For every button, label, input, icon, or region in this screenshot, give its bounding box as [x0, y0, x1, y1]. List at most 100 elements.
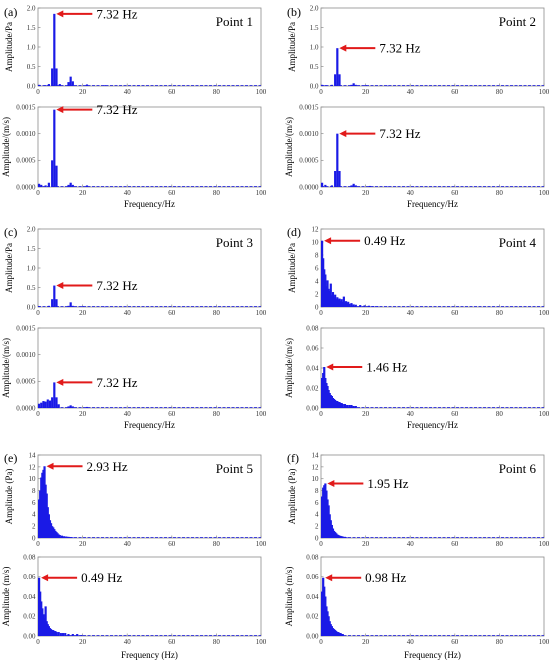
spectrum-bar	[343, 536, 347, 538]
spectrum-bar	[321, 182, 324, 187]
spectrum-bar	[61, 633, 65, 636]
spectrum-bar	[48, 400, 52, 408]
spectrum-bar	[51, 299, 54, 307]
x-tick-label: 20	[79, 540, 87, 548]
x-tick-label: 80	[496, 88, 504, 96]
spectrum-bar	[354, 304, 357, 307]
spectrum-bar	[69, 182, 72, 187]
x-axis-label: Frequency/Hz	[407, 420, 458, 430]
spectrum-bar	[339, 403, 342, 408]
spectrum-bar	[350, 84, 353, 86]
y-tick-label: 0.04	[306, 593, 319, 601]
spectrum-bar	[58, 84, 61, 86]
plot-frame	[320, 106, 545, 188]
x-tick-label: 0	[36, 88, 40, 96]
x-tick-label: 60	[451, 410, 459, 418]
y-tick-label: 0	[315, 303, 319, 311]
spectrum-bar	[347, 301, 350, 307]
y-tick-label: 0.0005	[16, 378, 36, 386]
x-tick-label: 80	[213, 638, 221, 646]
x-tick-label: 100	[539, 540, 550, 548]
y-axis-label: Amplitude/(m/s)	[284, 117, 294, 177]
y-tick-label: 0.02	[306, 613, 319, 621]
x-tick-label: 0	[319, 309, 323, 317]
plot-frame	[320, 556, 545, 637]
spectrum-bar	[350, 303, 353, 307]
spectrum-bar	[69, 76, 72, 86]
y-tick-label: 4	[315, 511, 319, 519]
spectrum-bar	[71, 305, 74, 307]
spectrum-bar	[55, 632, 58, 636]
x-tick-label: 80	[213, 189, 221, 197]
x-tick-label: 20	[362, 309, 370, 317]
y-tick-label: 2.0	[27, 225, 36, 233]
peak-annotation: 7.32 Hz	[96, 6, 137, 21]
y-tick-label: 6	[32, 499, 36, 507]
spectrum-bar	[76, 634, 79, 636]
x-tick-label: 0	[36, 189, 40, 197]
y-tick-label: 1.0	[27, 264, 36, 272]
spectrum-bar	[352, 304, 355, 307]
spectrum-bar	[53, 109, 56, 187]
x-tick-label: 100	[539, 309, 550, 317]
y-tick-label: 0.06	[23, 573, 36, 581]
spectrum-bar	[67, 634, 70, 636]
spectrum-bar	[71, 634, 74, 636]
y-tick-label: 10	[312, 238, 320, 246]
y-tick-label: 0.08	[306, 553, 319, 561]
spectrum-bar	[338, 402, 341, 408]
annotation-arrow-head	[339, 130, 347, 138]
x-tick-label: 40	[124, 189, 132, 197]
x-tick-label: 0	[319, 410, 323, 418]
spectrum-bar	[71, 184, 74, 187]
spectrum-bar	[364, 85, 367, 86]
y-tick-label: 12	[312, 225, 320, 233]
axes-top: 0 20 40 60 80 100 0.0 0.5 1.0 1.5 2.0 Amplitude/Pa 7…	[4, 4, 267, 96]
x-tick-label: 40	[124, 638, 132, 646]
peak-annotation: 2.93 Hz	[87, 459, 128, 474]
spectrum-bar	[44, 85, 47, 86]
spectrum-bar	[324, 85, 327, 86]
spectrum-bar	[137, 85, 140, 87]
spectrum-bar	[46, 399, 49, 408]
y-axis-label: Amplitude/(m/s)	[1, 338, 11, 398]
y-tick-label: 4	[32, 511, 36, 519]
x-axis-label: Frequency (Hz)	[404, 650, 461, 660]
x-tick-label: 100	[256, 410, 267, 418]
spectrum-bar	[350, 185, 353, 187]
spectrum-bar	[352, 183, 355, 187]
spectrum-bar	[329, 283, 332, 307]
spectrum-bar	[40, 402, 43, 408]
x-tick-label: 80	[496, 540, 504, 548]
spectrum-bar	[67, 82, 70, 86]
y-tick-label: 0.0010	[16, 130, 36, 138]
y-tick-label: 14	[312, 451, 320, 459]
spectrum-bar	[354, 406, 357, 408]
spectrum-bar	[354, 84, 357, 86]
annotation-arrow-head	[56, 10, 64, 18]
y-axis-label: Amplitude/Pa	[287, 243, 297, 293]
panel-d: (d) Point 4 0 20 40 60 80 100 0 2 4 6 8 10 12 Amplitude…	[284, 225, 550, 430]
x-tick-label: 20	[79, 410, 87, 418]
annotation-arrow-head	[324, 237, 332, 245]
axes-bottom: 0 20 40 60 80 100 0.0000 0.0005 0.0010 0.0015 Ampl…	[1, 324, 267, 430]
spectrum-bar	[350, 405, 353, 408]
axes-top: 0 20 40 60 80 100 0.0 0.5 1.0 1.5 2.0 Amplitude/Pa 7…	[4, 225, 267, 317]
spectrum-bar	[341, 404, 344, 408]
y-tick-label: 0.0005	[299, 157, 319, 165]
annotation-arrow-head	[325, 574, 333, 582]
spectrum-bar	[339, 301, 342, 307]
y-tick-label: 2	[315, 523, 319, 531]
spectrum-bar	[346, 405, 349, 408]
x-tick-label: 100	[256, 309, 267, 317]
peak-annotation: 7.32 Hz	[96, 278, 137, 293]
axes-top: 0 20 40 60 80 100 0.0 0.5 1.0 1.5 2.0 Amplitude/Pa 7…	[287, 4, 550, 96]
x-tick-label: 20	[362, 638, 370, 646]
spectrum-bar	[67, 406, 70, 408]
y-axis-label: Amplitude/(m/s)	[1, 117, 11, 177]
spectrum-bar	[103, 306, 106, 308]
x-tick-label: 40	[407, 309, 415, 317]
point-label: Point 2	[499, 14, 536, 29]
y-tick-label: 14	[29, 451, 37, 459]
x-tick-label: 20	[79, 88, 87, 96]
